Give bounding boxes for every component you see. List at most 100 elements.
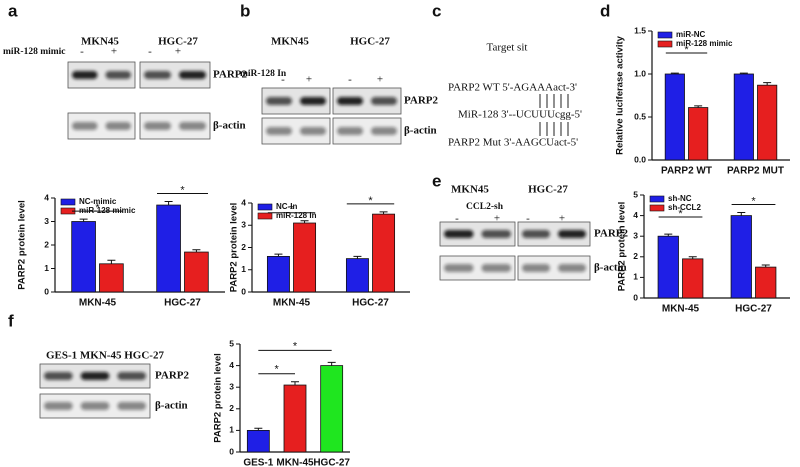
- treatment-label: miR-128 mimic: [3, 47, 66, 57]
- y-axis-label: PARP2 protein level: [213, 353, 224, 443]
- significance-label: *: [95, 202, 100, 214]
- legend-swatch: [60, 198, 76, 206]
- blot-band: [337, 127, 363, 135]
- sequence-line: MiR-128 3'--UCUUUcgg-5': [458, 109, 582, 121]
- treatment-sign: +: [494, 213, 500, 225]
- blot-band: [179, 71, 206, 79]
- legend-label: sh-CCL2: [668, 203, 701, 212]
- y-axis-label: PARP2 protein level: [229, 203, 240, 293]
- blot-band: [72, 71, 98, 79]
- band-label: β-actin: [404, 125, 437, 137]
- blot-band: [117, 402, 146, 410]
- error-bar: [670, 72, 679, 74]
- y-tick-label: 0: [241, 286, 246, 296]
- treatment-sign: -: [455, 213, 459, 225]
- error-bar: [737, 212, 746, 216]
- blot-band: [44, 402, 73, 410]
- significance-label: *: [275, 364, 280, 376]
- error-bar: [379, 211, 388, 215]
- error-bar: [192, 249, 201, 253]
- blot-band: [105, 122, 131, 130]
- y-tick-label: 2: [229, 403, 234, 413]
- y-tick-label: 3: [44, 216, 49, 226]
- treatment-label: miR-128 In: [240, 69, 287, 79]
- legend-label: sh-NC: [668, 194, 692, 203]
- band-label: PARP2: [404, 95, 439, 107]
- panel-letter: a: [8, 1, 18, 20]
- error-bar: [254, 427, 263, 431]
- error-bar: [694, 105, 703, 108]
- cell-line-label: HGC-27: [158, 36, 198, 48]
- y-tick-label: 4: [241, 197, 246, 207]
- error-bar: [761, 264, 770, 268]
- bar: [293, 222, 317, 293]
- blot-band: [179, 122, 206, 130]
- panel-letter: f: [8, 311, 14, 330]
- blot-band: [371, 97, 397, 105]
- bar: [733, 73, 754, 161]
- legend-swatch: [649, 195, 665, 203]
- error-bar: [739, 72, 748, 74]
- y-tick-label: 4: [633, 210, 638, 220]
- legend-label: NC-In: [276, 202, 297, 211]
- x-tick-label: MKN-45: [662, 304, 700, 315]
- error-bar: [664, 233, 673, 237]
- blot-band: [558, 230, 586, 238]
- x-tick-label: MKN-45: [276, 458, 314, 467]
- bar: [345, 258, 369, 293]
- blot-band: [80, 372, 110, 380]
- blot-band: [522, 230, 550, 238]
- y-tick-label: 0: [633, 292, 638, 302]
- blot-band: [117, 372, 146, 380]
- y-tick-label: 0.0: [634, 154, 646, 164]
- bar: [682, 258, 704, 299]
- panel-letter: b: [240, 1, 250, 20]
- band-label: PARP2: [155, 370, 190, 382]
- cell-line-label: HGC-27: [350, 36, 390, 48]
- legend-swatch: [257, 203, 273, 211]
- error-bar: [79, 218, 88, 222]
- bar: [755, 266, 777, 299]
- blot-band: [266, 127, 292, 135]
- band-label: β-actin: [213, 120, 246, 132]
- legend-label: miR-128 mimic: [676, 39, 733, 48]
- error-bar: [291, 381, 299, 386]
- bar: [71, 221, 96, 293]
- band-label: β-actin: [155, 400, 188, 412]
- y-tick-label: 4: [44, 192, 49, 202]
- error-bar: [164, 201, 173, 206]
- panel-letter: e: [432, 171, 441, 190]
- error-bar: [300, 220, 309, 224]
- significance-label: *: [180, 184, 185, 196]
- legend-swatch: [649, 204, 665, 212]
- y-tick-label: 5: [633, 189, 638, 199]
- error-bar: [688, 256, 697, 259]
- panel-letter: c: [432, 1, 441, 20]
- y-axis-label: Relative luciferase activity: [615, 35, 626, 155]
- blot-band: [558, 264, 586, 272]
- bar: [730, 215, 752, 299]
- x-tick-label: MKN-45: [273, 298, 311, 309]
- blot-band: [371, 127, 397, 135]
- bar: [664, 73, 685, 161]
- cell-line-label: HGC-27: [528, 184, 568, 196]
- y-tick-label: 1.5: [634, 25, 646, 35]
- treatment-sign: -: [148, 46, 152, 58]
- legend-label: NC-mimic: [79, 197, 117, 206]
- legend-label: miR-128 mimic: [79, 206, 136, 215]
- blot-band: [522, 264, 550, 272]
- x-tick-label: HGC-27: [313, 458, 350, 467]
- treatment-label: CCL2-sh: [466, 202, 504, 212]
- band-label: PARP2: [594, 228, 629, 240]
- target-title: Target sit: [487, 42, 528, 54]
- treatment-sign: -: [526, 213, 530, 225]
- blot-band: [444, 264, 474, 272]
- significance-label: *: [751, 195, 756, 207]
- x-tick-label: GES-1: [243, 458, 273, 467]
- bar: [320, 365, 344, 453]
- bar: [657, 235, 679, 299]
- x-tick-label: PARP2 WT: [661, 166, 712, 177]
- band-label: β-actin: [594, 262, 627, 274]
- blot-band: [337, 97, 363, 105]
- y-tick-label: 2: [44, 239, 49, 249]
